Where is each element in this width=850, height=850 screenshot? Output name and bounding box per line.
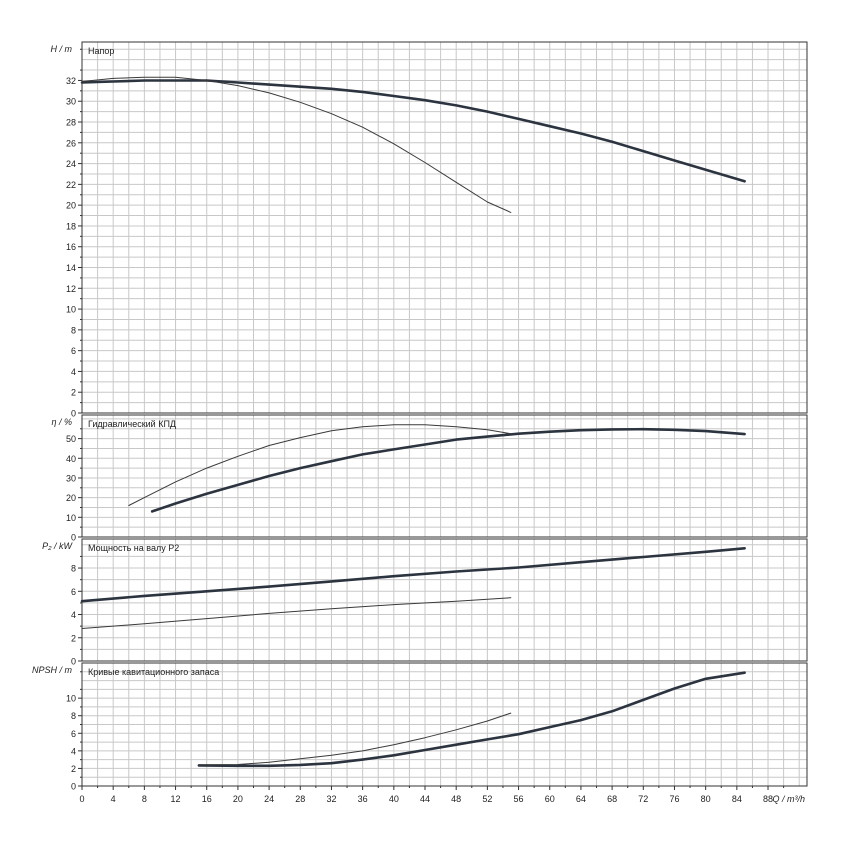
y-tick-label: 26 — [66, 138, 76, 148]
panel-frame — [81, 538, 808, 662]
y-tick-label: 30 — [66, 473, 76, 483]
y-tick-label: 50 — [66, 434, 76, 444]
x-tick-label: 12 — [171, 794, 181, 804]
panel-frame — [81, 414, 808, 538]
x-tick-label: 52 — [482, 794, 492, 804]
x-tick-label: 24 — [264, 794, 274, 804]
y-tick-label: 0 — [71, 533, 76, 543]
x-tick-label: 72 — [638, 794, 648, 804]
x-tick-label: 84 — [732, 794, 742, 804]
curve-thick — [80, 79, 746, 183]
y-tick-label: 8 — [71, 711, 76, 721]
y-axis-label: P₂ / kW — [42, 541, 73, 551]
x-tick-label: 60 — [545, 794, 555, 804]
y-tick-label: 10 — [66, 694, 76, 704]
x-tick-label: 88 — [763, 794, 773, 804]
curve-thin — [81, 597, 512, 629]
y-tick-label: 4 — [71, 610, 76, 620]
x-tick-label: 36 — [358, 794, 368, 804]
curve-thick — [150, 427, 746, 513]
x-tick-label: 56 — [514, 794, 524, 804]
x-tick-label: 20 — [233, 794, 243, 804]
y-tick-label: 24 — [66, 159, 76, 169]
y-tick-label: 10 — [66, 513, 76, 523]
curve-thin — [198, 712, 512, 766]
y-tick-label: 4 — [71, 746, 76, 756]
y-tick-label: 2 — [71, 388, 76, 398]
panel-title: Напор — [88, 46, 114, 56]
y-tick-label: 18 — [66, 221, 76, 231]
x-tick-label: 64 — [576, 794, 586, 804]
x-tick-label: 4 — [111, 794, 116, 804]
y-axis-label: η / % — [51, 417, 72, 427]
y-tick-label: 6 — [71, 729, 76, 739]
y-tick-label: 22 — [66, 180, 76, 190]
x-tick-label: 32 — [326, 794, 336, 804]
y-tick-label: 6 — [71, 587, 76, 597]
curve-thin — [128, 424, 512, 506]
x-tick-label: 0 — [79, 794, 84, 804]
y-tick-label: 20 — [66, 493, 76, 503]
x-tick-label: 68 — [607, 794, 617, 804]
y-tick-label: 10 — [66, 305, 76, 315]
panel-frame — [81, 41, 808, 414]
y-tick-label: 2 — [71, 633, 76, 643]
y-tick-label: 6 — [71, 346, 76, 356]
y-axis-label: NPSH / m — [32, 665, 73, 675]
y-tick-label: 20 — [66, 201, 76, 211]
curve-thick — [197, 671, 746, 768]
y-tick-label: 30 — [66, 97, 76, 107]
y-tick-label: 4 — [71, 367, 76, 377]
y-axis-label: H / m — [51, 44, 73, 54]
y-tick-label: 14 — [66, 263, 76, 273]
y-tick-label: 2 — [71, 764, 76, 774]
y-tick-label: 8 — [71, 564, 76, 574]
x-tick-label: 48 — [451, 794, 461, 804]
y-tick-label: 28 — [66, 118, 76, 128]
x-tick-label: 40 — [389, 794, 399, 804]
x-tick-label: 16 — [202, 794, 212, 804]
curve-thin — [81, 76, 512, 213]
panel-title: Кривые кавитационного запаса — [88, 667, 219, 677]
x-tick-label: 80 — [701, 794, 711, 804]
x-tick-label: 76 — [669, 794, 679, 804]
curve-thick — [80, 546, 746, 603]
panel-title: Мощность на валу P2 — [88, 543, 179, 553]
y-tick-label: 12 — [66, 284, 76, 294]
y-tick-label: 16 — [66, 242, 76, 252]
y-tick-label: 0 — [71, 409, 76, 419]
y-tick-label: 40 — [66, 454, 76, 464]
y-tick-label: 8 — [71, 325, 76, 335]
y-tick-label: 0 — [71, 657, 76, 667]
x-tick-label: 44 — [420, 794, 430, 804]
x-tick-label: 28 — [295, 794, 305, 804]
x-tick-label: 8 — [142, 794, 147, 804]
x-axis-label: Q / m³/h — [772, 794, 805, 804]
panel-title: Гидравлический КПД — [88, 419, 176, 429]
y-tick-label: 32 — [66, 76, 76, 86]
y-tick-label: 0 — [71, 782, 76, 792]
